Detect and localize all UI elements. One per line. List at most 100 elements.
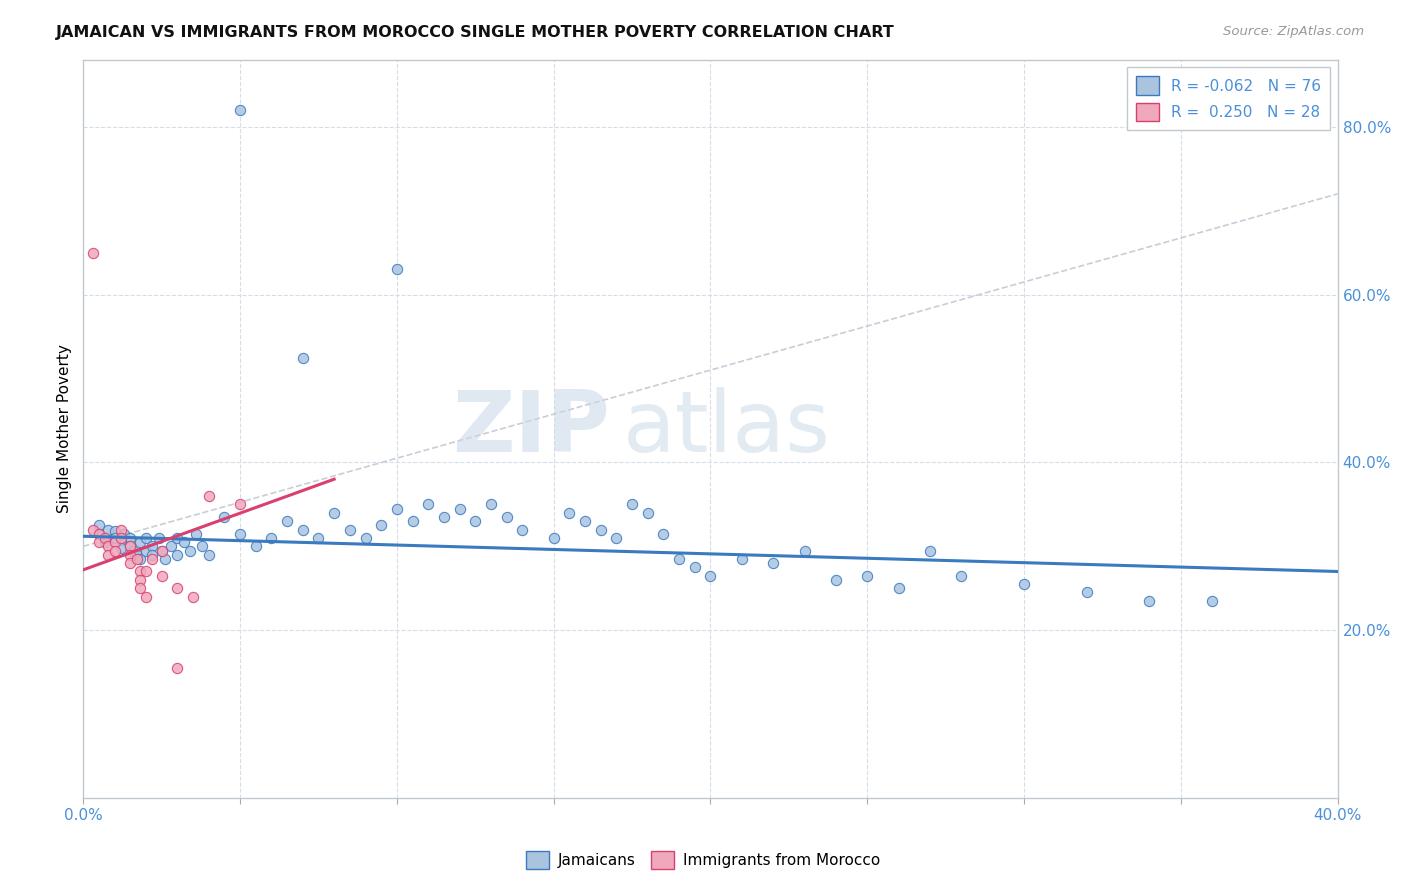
Point (229, 526, 252, 541)
Point (173, 535, 195, 549)
Point (135, 543, 157, 558)
Point (166, 581, 188, 595)
Point (260, 531, 283, 545)
Point (589, 523, 612, 537)
Point (104, 531, 127, 545)
Point (308, 531, 330, 545)
Point (120, 548, 142, 562)
Point (197, 489, 219, 503)
Point (87, 518, 110, 533)
Point (150, 543, 173, 558)
Point (683, 560, 706, 574)
Point (153, 552, 176, 566)
Point (291, 523, 314, 537)
Point (510, 523, 533, 537)
Point (179, 543, 201, 558)
Point (229, 497, 252, 511)
Point (128, 581, 150, 595)
Point (125, 548, 148, 562)
Point (128, 552, 150, 566)
Point (97, 523, 120, 537)
Point (148, 531, 170, 545)
Point (82, 245, 104, 260)
Point (191, 539, 214, 553)
Point (110, 531, 132, 545)
Point (104, 543, 127, 558)
Point (104, 535, 127, 549)
Point (637, 506, 659, 520)
Point (94, 535, 117, 549)
Point (449, 501, 471, 516)
Point (370, 518, 392, 533)
Point (543, 531, 565, 545)
Point (418, 497, 440, 511)
Point (918, 543, 941, 558)
Point (1012, 577, 1035, 591)
Point (128, 565, 150, 579)
Point (354, 531, 377, 545)
Point (110, 533, 132, 547)
Point (135, 590, 157, 604)
Point (699, 568, 721, 582)
Point (385, 262, 408, 277)
Point (94, 531, 117, 545)
Point (825, 573, 848, 587)
Point (229, 103, 252, 117)
Point (762, 556, 785, 570)
Point (166, 531, 188, 545)
Point (652, 526, 675, 541)
Point (104, 524, 127, 539)
Point (87, 526, 110, 541)
Point (479, 497, 502, 511)
Point (120, 556, 142, 570)
Point (128, 535, 150, 549)
Point (793, 543, 815, 558)
Point (245, 539, 267, 553)
Point (135, 565, 157, 579)
Point (558, 506, 581, 520)
Point (166, 661, 188, 675)
Point (87, 526, 110, 541)
Point (214, 510, 236, 524)
Point (97, 548, 120, 562)
Point (668, 552, 690, 566)
Text: Source: ZipAtlas.com: Source: ZipAtlas.com (1223, 25, 1364, 38)
Point (1139, 594, 1161, 608)
Point (887, 581, 910, 595)
Point (1201, 594, 1223, 608)
Point (150, 543, 173, 558)
Text: atlas: atlas (623, 387, 831, 470)
Point (120, 539, 142, 553)
Point (433, 510, 456, 524)
Legend: R = -0.062   N = 76, R =  0.250   N = 28: R = -0.062 N = 76, R = 0.250 N = 28 (1126, 67, 1330, 130)
Point (141, 548, 163, 562)
Point (122, 543, 145, 558)
Point (110, 541, 132, 555)
Point (339, 523, 361, 537)
Text: ZIP: ZIP (453, 387, 610, 470)
Point (97, 539, 120, 553)
Point (276, 514, 298, 528)
Point (385, 501, 408, 516)
Y-axis label: Single Mother Poverty: Single Mother Poverty (58, 344, 72, 513)
Point (112, 526, 135, 541)
Point (950, 568, 973, 582)
Point (120, 531, 142, 545)
Point (495, 510, 517, 524)
Point (110, 523, 132, 537)
Legend: Jamaicans, Immigrants from Morocco: Jamaicans, Immigrants from Morocco (520, 845, 886, 875)
Point (120, 539, 142, 553)
Point (186, 526, 208, 541)
Point (464, 514, 486, 528)
Point (323, 506, 346, 520)
Point (401, 514, 423, 528)
Point (160, 539, 183, 553)
Point (128, 573, 150, 587)
Point (574, 514, 596, 528)
Point (605, 531, 627, 545)
Point (150, 568, 173, 582)
Text: JAMAICAN VS IMMIGRANTS FROM MOROCCO SINGLE MOTHER POVERTY CORRELATION CHART: JAMAICAN VS IMMIGRANTS FROM MOROCCO SING… (56, 25, 896, 40)
Point (181, 590, 204, 604)
Point (731, 552, 754, 566)
Point (87, 535, 110, 549)
